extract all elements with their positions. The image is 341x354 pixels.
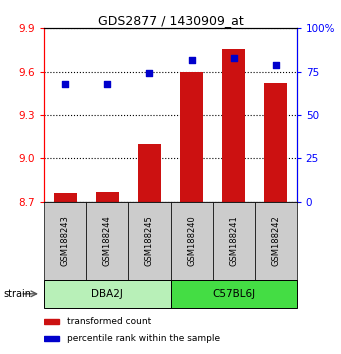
Text: C57BL6J: C57BL6J — [212, 289, 255, 299]
Text: transformed count: transformed count — [67, 317, 151, 326]
Text: GSM188245: GSM188245 — [145, 215, 154, 266]
Text: GSM188242: GSM188242 — [271, 215, 280, 266]
Point — [63, 81, 68, 87]
Bar — [129, 202, 170, 280]
Text: percentile rank within the sample: percentile rank within the sample — [67, 334, 220, 343]
Text: GSM188244: GSM188244 — [103, 215, 112, 266]
Point — [231, 55, 236, 61]
Bar — [54, 193, 77, 202]
Bar — [222, 48, 245, 202]
Bar — [170, 202, 212, 280]
Point — [105, 81, 110, 87]
Bar — [138, 144, 161, 202]
Point — [189, 57, 194, 62]
Bar — [170, 280, 297, 308]
Text: GSM188243: GSM188243 — [61, 215, 70, 266]
Text: GSM188240: GSM188240 — [187, 215, 196, 266]
Bar — [44, 319, 59, 324]
Bar — [86, 202, 129, 280]
Point — [147, 70, 152, 76]
Bar — [180, 72, 203, 202]
Point — [273, 62, 278, 68]
Text: DBA2J: DBA2J — [91, 289, 123, 299]
Text: strain: strain — [3, 289, 31, 299]
Text: GSM188241: GSM188241 — [229, 215, 238, 266]
Bar — [212, 202, 255, 280]
Bar — [44, 202, 86, 280]
Bar — [255, 202, 297, 280]
Bar — [96, 192, 119, 202]
Bar — [44, 280, 170, 308]
Bar — [264, 83, 287, 202]
Bar — [44, 336, 59, 341]
Title: GDS2877 / 1430909_at: GDS2877 / 1430909_at — [98, 14, 243, 27]
